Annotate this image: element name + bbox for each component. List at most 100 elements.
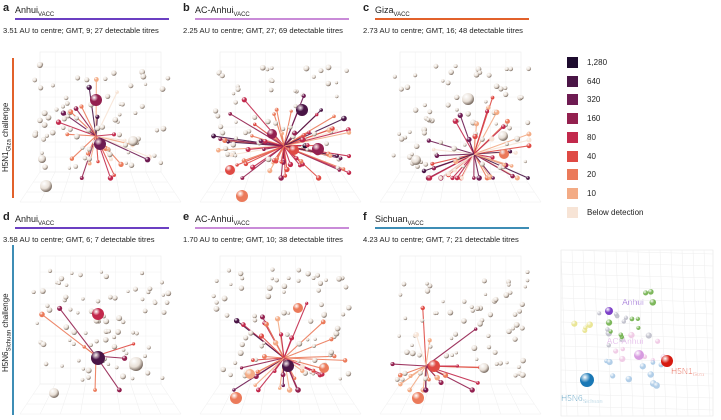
- antigen-point: [301, 133, 306, 138]
- serum-point: [409, 350, 416, 357]
- antigen-point: [493, 109, 500, 116]
- overview-point: [648, 289, 654, 295]
- serum-point: [99, 270, 104, 274]
- serum-point: [107, 294, 113, 300]
- serum-point: [68, 307, 73, 312]
- overview-point: [621, 319, 627, 324]
- serum-point: [120, 101, 125, 107]
- serum-point: [318, 302, 324, 308]
- serum-point: [397, 334, 401, 338]
- antigen-point: [472, 176, 476, 180]
- overview-label: Anhui: [622, 297, 644, 307]
- serum-point: [234, 136, 239, 141]
- titre-line: [243, 145, 285, 162]
- row-bar-h5n1: [12, 58, 14, 198]
- titre-line: [448, 153, 475, 175]
- serum-point: [64, 283, 69, 287]
- antigen-point: [115, 90, 119, 94]
- antigen-sphere: [282, 360, 294, 372]
- plot-c-sera: [391, 63, 532, 171]
- antigen-point: [509, 164, 514, 168]
- legend-label: 20: [587, 170, 596, 180]
- titre-line: [248, 145, 285, 151]
- titre-line: [436, 153, 475, 157]
- serum-point: [448, 69, 454, 75]
- overview-point: [613, 348, 619, 354]
- antigen-point: [342, 358, 348, 363]
- serum-point: [128, 162, 135, 168]
- antigen-point: [341, 167, 346, 171]
- overview-point: [625, 375, 633, 383]
- antigen-point: [466, 137, 472, 143]
- serum-point: [252, 317, 258, 323]
- serum-point: [49, 129, 56, 136]
- serum-point: [152, 153, 157, 158]
- serum-point: [61, 116, 67, 122]
- antigen-point: [241, 158, 247, 163]
- serum-point: [286, 311, 291, 315]
- serum-point: [441, 79, 445, 83]
- map-panel-d: [19, 255, 182, 415]
- antigen-sphere: [498, 131, 508, 141]
- serum-point: [161, 293, 165, 297]
- serum-point: [477, 70, 483, 75]
- antigen-point: [319, 371, 325, 377]
- serum-point: [44, 133, 49, 138]
- overview-point: [613, 312, 619, 317]
- antigen-point: [485, 109, 490, 114]
- serum-point: [252, 114, 258, 120]
- antigen-point: [94, 77, 99, 82]
- titre-line: [283, 128, 333, 147]
- titre-line: [264, 355, 285, 359]
- serum-point: [401, 281, 407, 287]
- antigen-point: [68, 109, 74, 115]
- panel-rule-f: [375, 227, 529, 229]
- overview-grid: [560, 249, 714, 417]
- antigen-point: [469, 387, 475, 393]
- serum-point: [32, 131, 39, 138]
- serum-point: [237, 350, 244, 356]
- antigen-point: [328, 153, 333, 158]
- antigen-point: [301, 93, 306, 98]
- antigen-point: [431, 147, 436, 152]
- antigen-point: [107, 175, 114, 181]
- serum-point: [39, 288, 46, 294]
- serum-point: [447, 309, 454, 316]
- serum-point: [71, 329, 77, 335]
- serum-point: [265, 67, 270, 72]
- antigen-point: [335, 154, 339, 158]
- antigen-point: [341, 115, 347, 122]
- antigen-point: [526, 176, 530, 180]
- serum-point: [226, 268, 232, 273]
- titre-line: [433, 149, 475, 155]
- titre-line: [70, 111, 97, 137]
- serum-point: [58, 275, 65, 282]
- serum-point: [67, 126, 73, 132]
- antigen-point: [226, 140, 230, 144]
- serum-point: [160, 125, 167, 132]
- titre-line: [283, 131, 350, 147]
- serum-point: [80, 377, 85, 382]
- titre-line: [236, 320, 285, 359]
- serum-point: [486, 344, 492, 350]
- serum-point: [252, 313, 257, 319]
- serum-point: [313, 337, 317, 341]
- serum-point: [512, 336, 518, 342]
- serum-point: [504, 67, 509, 72]
- panel-rule-e: [195, 227, 349, 229]
- antigen-point: [272, 340, 279, 346]
- overview-point: [635, 316, 641, 321]
- antigen-point: [228, 112, 232, 116]
- antigen-point: [279, 160, 283, 164]
- serum-point: [410, 343, 414, 348]
- overview-point: [586, 321, 593, 328]
- antigen-point: [274, 316, 281, 322]
- antigen-point: [245, 146, 251, 153]
- row-label-h5n6: H5N6Sichuan challenge: [1, 293, 13, 372]
- serum-point: [76, 311, 80, 315]
- serum-point: [213, 305, 220, 312]
- antigen-point: [280, 372, 286, 378]
- serum-point: [152, 300, 158, 306]
- serum-point: [449, 336, 454, 341]
- antigen-point: [289, 335, 295, 341]
